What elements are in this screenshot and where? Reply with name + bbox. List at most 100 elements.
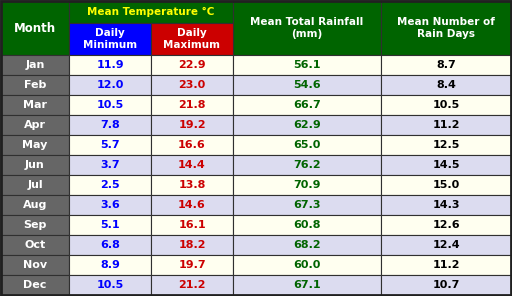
Text: Sep: Sep [24, 220, 47, 230]
Text: 3.6: 3.6 [100, 200, 120, 210]
Bar [69, 55, 151, 75]
Text: Apr: Apr [24, 120, 46, 130]
Text: Mar: Mar [23, 100, 47, 110]
Text: 54.6: 54.6 [293, 80, 321, 90]
Bar [381, 115, 511, 135]
Bar [151, 23, 233, 55]
Text: 70.9: 70.9 [293, 180, 321, 190]
Text: Daily
Minimum: Daily Minimum [83, 28, 137, 50]
Bar [381, 75, 511, 95]
Text: 21.8: 21.8 [178, 100, 206, 110]
Bar [381, 255, 511, 275]
Text: 11.9: 11.9 [96, 60, 124, 70]
Bar [1, 1, 69, 55]
Text: Mean Temperature °C: Mean Temperature °C [88, 7, 215, 17]
Text: May: May [23, 140, 48, 150]
Bar [1, 275, 69, 295]
Bar [69, 135, 151, 155]
Bar [1, 75, 69, 95]
Bar [1, 255, 69, 275]
Bar [1, 235, 69, 255]
Text: 56.1: 56.1 [293, 60, 321, 70]
Bar [69, 235, 151, 255]
Text: Daily
Maximum: Daily Maximum [163, 28, 221, 50]
Bar [233, 1, 381, 55]
Bar [1, 55, 69, 75]
Bar [233, 135, 381, 155]
Text: 11.2: 11.2 [432, 120, 460, 130]
Text: 8.9: 8.9 [100, 260, 120, 270]
Bar [233, 55, 381, 75]
Bar [151, 155, 233, 175]
Text: 2.5: 2.5 [100, 180, 120, 190]
Text: 19.7: 19.7 [178, 260, 206, 270]
Text: 60.8: 60.8 [293, 220, 321, 230]
Text: 8.7: 8.7 [436, 60, 456, 70]
Bar [151, 95, 233, 115]
Text: 14.6: 14.6 [178, 200, 206, 210]
Text: 68.2: 68.2 [293, 240, 321, 250]
Bar [69, 195, 151, 215]
Bar [69, 175, 151, 195]
Bar [151, 195, 233, 215]
Bar [69, 255, 151, 275]
Text: 12.0: 12.0 [96, 80, 124, 90]
Text: 22.9: 22.9 [178, 60, 206, 70]
Text: Month: Month [14, 22, 56, 35]
Text: Feb: Feb [24, 80, 46, 90]
Bar [151, 115, 233, 135]
Text: 10.5: 10.5 [96, 100, 123, 110]
Bar [233, 275, 381, 295]
Bar [1, 215, 69, 235]
Text: 15.0: 15.0 [432, 180, 460, 190]
Bar [1, 135, 69, 155]
Bar [69, 115, 151, 135]
Text: Oct: Oct [25, 240, 46, 250]
Bar [151, 135, 233, 155]
Text: Mean Number of
Rain Days: Mean Number of Rain Days [397, 17, 495, 39]
Text: Dec: Dec [24, 280, 47, 290]
Text: 19.2: 19.2 [178, 120, 206, 130]
Bar [233, 115, 381, 135]
Bar [233, 175, 381, 195]
Text: 12.6: 12.6 [432, 220, 460, 230]
Bar [381, 275, 511, 295]
Text: 5.1: 5.1 [100, 220, 120, 230]
Text: 23.0: 23.0 [178, 80, 206, 90]
Bar [151, 175, 233, 195]
Bar [381, 235, 511, 255]
Text: 66.7: 66.7 [293, 100, 321, 110]
Bar [233, 95, 381, 115]
Text: 12.5: 12.5 [432, 140, 460, 150]
Bar [151, 55, 233, 75]
Bar [69, 275, 151, 295]
Bar [233, 255, 381, 275]
Bar [69, 155, 151, 175]
Bar [1, 175, 69, 195]
Text: 14.4: 14.4 [178, 160, 206, 170]
Bar [69, 75, 151, 95]
Bar [1, 115, 69, 135]
Text: 65.0: 65.0 [293, 140, 321, 150]
Text: 16.6: 16.6 [178, 140, 206, 150]
Bar [233, 155, 381, 175]
Bar [381, 195, 511, 215]
Text: 10.5: 10.5 [96, 280, 123, 290]
Text: 5.7: 5.7 [100, 140, 120, 150]
Text: 60.0: 60.0 [293, 260, 321, 270]
Text: 18.2: 18.2 [178, 240, 206, 250]
Text: Aug: Aug [23, 200, 47, 210]
Bar [233, 195, 381, 215]
Bar [151, 275, 233, 295]
Bar [381, 95, 511, 115]
Bar [151, 235, 233, 255]
Bar [381, 155, 511, 175]
Bar [69, 1, 233, 23]
Bar [69, 23, 151, 55]
Bar [233, 215, 381, 235]
Text: 8.4: 8.4 [436, 80, 456, 90]
Bar [151, 255, 233, 275]
Text: Jun: Jun [25, 160, 45, 170]
Text: 10.7: 10.7 [432, 280, 460, 290]
Bar [233, 235, 381, 255]
